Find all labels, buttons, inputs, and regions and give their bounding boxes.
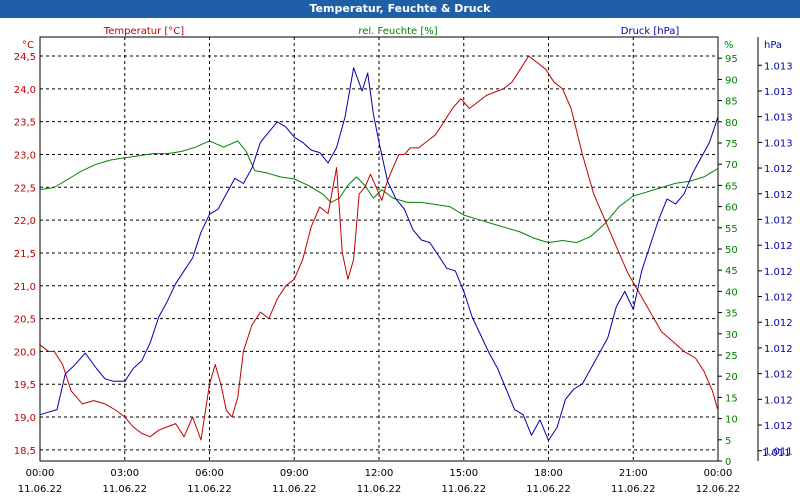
temperature-tick-label: 23,5 [14, 118, 36, 129]
pressure-tick-label: 1.012 [764, 164, 793, 175]
humidity-tick-label: 90 [725, 75, 738, 86]
pressure-tick-label: 1.012 [764, 215, 793, 226]
humidity-series-line [39, 140, 719, 244]
humidity-unit-label: % [724, 40, 734, 51]
legend-temperature: Temperatur [°C] [103, 26, 184, 37]
time-tick-label: 18:00 [534, 468, 563, 479]
date-tick-label: 11.06.22 [187, 484, 232, 495]
date-tick-label: 11.06.22 [357, 484, 402, 495]
date-tick-label: 12.06.22 [696, 484, 741, 495]
temperature-tick-label: 21,5 [14, 249, 36, 260]
pressure-tick-label: 1.012 [764, 421, 793, 432]
humidity-tick-label: 40 [725, 287, 738, 298]
temperature-tick-label: 19,0 [14, 413, 36, 424]
humidity-tick-label: 85 [725, 97, 738, 108]
humidity-tick-label: 80 [725, 118, 738, 129]
pressure-tick-label: 1.013 [764, 113, 793, 124]
legend-humidity: rel. Feuchte [%] [358, 26, 437, 37]
temperature-tick-label: 18,5 [14, 446, 36, 457]
humidity-tick-label: 95 [725, 54, 738, 65]
temperature-tick-label: 22,0 [14, 216, 36, 227]
temperature-tick-label: 21,0 [14, 282, 36, 293]
humidity-tick-label: 30 [725, 330, 738, 341]
time-tick-label: 12:00 [365, 468, 394, 479]
temperature-tick-label: 19,5 [14, 380, 36, 391]
time-tick-label: 00:00 [26, 468, 55, 479]
pressure-tick-label: 1.012 [764, 190, 793, 201]
temperature-tick-label: 24,0 [14, 85, 36, 96]
pressure-tick-label: 1.013 [764, 138, 793, 149]
pressure-series-line [39, 67, 719, 441]
pressure-tick-label: 1.012 [764, 318, 793, 329]
time-tick-label: 06:00 [195, 468, 224, 479]
humidity-tick-label: 55 [725, 224, 738, 235]
time-axis: 00:00 11.06.22 03:00 11.06.22 06:00 11.06.22 0… [18, 468, 741, 495]
time-tick-label: 00:00 [704, 468, 733, 479]
humidity-tick-label: 45 [725, 266, 738, 277]
date-tick-label: 11.06.22 [18, 484, 63, 495]
temperature-tick-label: 24,5 [14, 52, 36, 63]
temperature-tick-label: 23,0 [14, 150, 36, 161]
humidity-tick-label: 20 [725, 372, 738, 383]
pressure-tick-label: 1.012 [764, 370, 793, 381]
pressure-tick-label: 1.012 [764, 344, 793, 355]
time-tick-label: 15:00 [449, 468, 478, 479]
pressure-tick-label: 1.013 [764, 87, 793, 98]
pressure-tick-label: 1.013 [764, 61, 793, 72]
temperature-unit-label: °C [22, 40, 34, 51]
pressure-tick-label: 1.012 [764, 293, 793, 304]
pressure-tick-label: 1.011 [764, 447, 793, 458]
humidity-tick-label: 35 [725, 309, 738, 320]
temperature-tick-label: 20,0 [14, 347, 36, 358]
humidity-tick-label: 25 [725, 351, 738, 362]
date-tick-label: 11.06.22 [441, 484, 486, 495]
time-tick-label: 03:00 [110, 468, 139, 479]
pressure-tick-label: 1.012 [764, 395, 793, 406]
humidity-tick-label: 10 [725, 415, 738, 426]
legend-pressure: Druck [hPa] [621, 26, 680, 37]
pressure-tick-label: 1.012 [764, 241, 793, 252]
date-tick-label: 11.06.22 [526, 484, 571, 495]
humidity-tick-label: 70 [725, 160, 738, 171]
chart-title: Temperatur, Feuchte & Druck [309, 2, 491, 15]
humidity-tick-label: 15 [725, 393, 738, 404]
humidity-tick-label: 5 [725, 436, 731, 447]
humidity-tick-label: 60 [725, 203, 738, 214]
date-tick-label: 11.06.22 [272, 484, 317, 495]
date-tick-label: 11.06.22 [611, 484, 656, 495]
time-tick-label: 09:00 [280, 468, 309, 479]
pressure-tick-extra: 1.011 [762, 448, 791, 459]
pressure-tick-label: 1.012 [764, 267, 793, 278]
humidity-tick-label: 65 [725, 181, 738, 192]
chart-title-bar: Temperatur, Feuchte & Druck [0, 0, 800, 18]
temperature-axis: 18,5 19,0 19,5 20,0 20,5 21,0 21,5 22,0 22,5 23,0… [14, 52, 36, 457]
date-tick-label: 11.06.22 [102, 484, 147, 495]
pressure-axis: 1.011 1.012 1.012 1.012 1.012 1.012 1.012 1.012… [757, 37, 793, 461]
temperature-tick-label: 20,5 [14, 315, 36, 326]
humidity-axis: 0 5 10 15 20 25 30 35 40 45 50 55 60 65 70 75 80 85 90 95 [718, 54, 738, 468]
humidity-tick-label: 75 [725, 139, 738, 150]
time-tick-label: 21:00 [619, 468, 648, 479]
humidity-tick-label: 50 [725, 245, 738, 256]
pressure-unit-label: hPa [764, 40, 782, 51]
series-group [39, 55, 719, 441]
temperature-series-line [39, 55, 719, 441]
temperature-tick-label: 22,5 [14, 183, 36, 194]
humidity-tick-label: 0 [725, 457, 731, 468]
